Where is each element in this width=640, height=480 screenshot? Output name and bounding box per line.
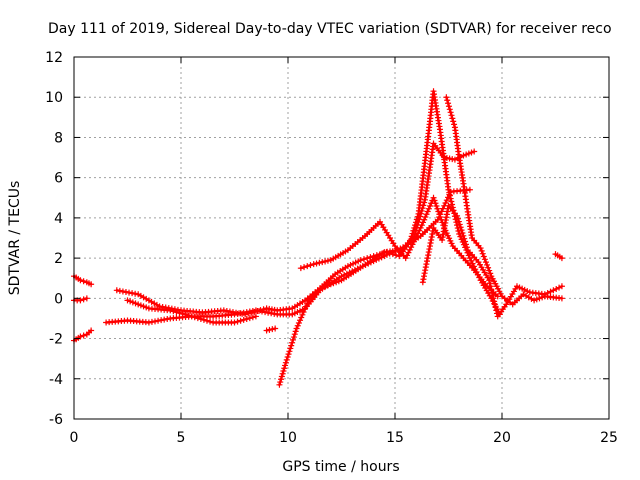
data-point: [467, 187, 473, 193]
data-point: [307, 262, 313, 268]
data-point: [447, 106, 453, 112]
data-point: [289, 340, 295, 346]
data-point: [444, 97, 450, 103]
data-point: [448, 112, 454, 118]
y-tick-label: 0: [54, 291, 63, 307]
data-point: [322, 258, 328, 264]
data-point: [81, 333, 87, 339]
data-point: [84, 295, 90, 301]
data-point: [280, 371, 286, 377]
data-point: [448, 109, 454, 115]
series-track-11: [553, 251, 565, 261]
y-tick-label: 10: [45, 90, 63, 106]
x-tick-label: 0: [70, 430, 79, 446]
data-point: [293, 328, 299, 334]
data-point: [282, 362, 288, 368]
y-tick-label: 2: [54, 251, 63, 267]
data-point: [192, 314, 198, 320]
data-point: [269, 326, 275, 332]
data-point: [298, 265, 304, 271]
x-tick-label: 5: [177, 430, 186, 446]
x-tick-label: 10: [279, 430, 297, 446]
data-point: [81, 278, 87, 284]
tick-layer: 0 5 10 15 20 25 -6 -4 -2 0 2 4 6 8 10 12: [45, 50, 618, 446]
data-point: [290, 337, 296, 343]
data-point: [283, 360, 289, 366]
data-point: [314, 260, 320, 266]
x-tick-label: 20: [493, 430, 511, 446]
data-point: [484, 262, 490, 268]
y-tick-label: -2: [49, 332, 63, 348]
data-point: [433, 203, 439, 209]
data-point: [276, 382, 282, 388]
grid-layer: [74, 57, 609, 419]
data-point: [443, 94, 449, 100]
data-point: [264, 328, 270, 334]
data-point: [272, 326, 278, 332]
data-point: [445, 100, 451, 106]
data-point: [448, 199, 454, 205]
data-point: [434, 206, 440, 212]
data-point: [325, 258, 331, 264]
data-point: [278, 376, 284, 382]
y-tick-label: 4: [54, 211, 63, 227]
data-point: [285, 354, 291, 360]
data-point: [446, 103, 452, 109]
data-point: [479, 248, 485, 254]
data-point: [232, 319, 238, 325]
data-point: [81, 296, 87, 302]
x-axis-label: GPS time / hours: [282, 459, 399, 475]
series-track-12: [264, 326, 279, 334]
data-point: [204, 318, 210, 324]
chart-svg: Day 111 of 2019, Sidereal Day-to-day VTE…: [0, 0, 640, 480]
series-track-10: [443, 94, 565, 307]
series-line: [446, 97, 562, 304]
data-point: [301, 264, 307, 270]
plot-frame: [74, 57, 609, 419]
data-point: [292, 331, 298, 337]
x-tick-label: 15: [386, 430, 404, 446]
y-tick-label: 12: [45, 50, 63, 66]
data-point: [288, 343, 294, 349]
data-point: [207, 319, 213, 325]
data-point: [450, 118, 456, 124]
y-tick-label: 8: [54, 130, 63, 146]
data-point: [277, 379, 283, 385]
data-point: [559, 295, 565, 301]
data-point: [286, 351, 292, 357]
data-point: [281, 365, 287, 371]
data-point: [361, 256, 367, 262]
data-point: [319, 259, 325, 265]
data-point: [241, 317, 247, 323]
y-tick-label: -4: [49, 372, 63, 388]
data-point: [311, 261, 317, 267]
data-point: [284, 357, 290, 363]
y-axis-label: SDTVAR / TECUs: [7, 181, 23, 296]
data-point: [449, 115, 455, 121]
data-point: [483, 259, 489, 265]
data-point: [235, 319, 241, 325]
data-point: [291, 334, 297, 340]
data-point: [286, 348, 292, 354]
data-point: [201, 317, 207, 323]
data-point: [364, 255, 370, 261]
data-point: [280, 368, 286, 374]
data-point: [480, 251, 486, 257]
data-point: [304, 263, 310, 269]
y-tick-label: -6: [49, 412, 63, 428]
data-point: [482, 256, 488, 262]
series-line: [556, 254, 562, 258]
y-tick-label: 6: [54, 171, 63, 187]
chart-title: Day 111 of 2019, Sidereal Day-to-day VTE…: [48, 21, 612, 37]
data-point: [316, 260, 322, 266]
sdtvar-chart: Day 111 of 2019, Sidereal Day-to-day VTE…: [0, 0, 640, 480]
data-point: [451, 121, 457, 127]
x-tick-label: 25: [600, 430, 618, 446]
data-point: [287, 345, 293, 351]
series-layer: [71, 88, 565, 388]
data-point: [238, 318, 244, 324]
data-point: [266, 327, 272, 333]
